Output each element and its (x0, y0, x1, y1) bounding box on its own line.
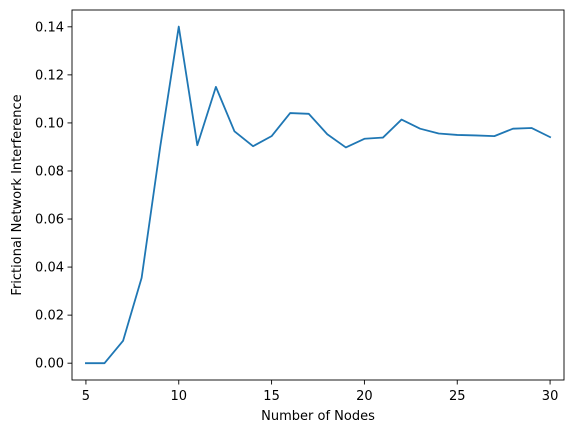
y-tick-label: 0.14 (35, 20, 64, 35)
y-tick-label: 0.12 (35, 68, 64, 83)
plot-area (86, 27, 550, 364)
axes-frame (72, 10, 564, 380)
x-tick-label: 25 (449, 389, 466, 404)
y-tick-label: 0.08 (35, 164, 64, 179)
x-tick-label: 20 (356, 389, 373, 404)
y-tick-label: 0.02 (35, 309, 64, 324)
y-tick-label: 0.10 (35, 116, 64, 131)
y-tick-label: 0.06 (35, 213, 64, 228)
x-tick-label: 30 (542, 389, 559, 404)
x-tick-label: 10 (170, 389, 187, 404)
y-tick-label: 0.04 (35, 261, 64, 276)
x-tick-label: 5 (82, 389, 90, 404)
y-axis-label: Frictional Network Interference (10, 94, 25, 295)
x-axis-label: Number of Nodes (261, 409, 375, 424)
y-tick-label: 0.00 (35, 357, 64, 372)
x-tick-label: 15 (263, 389, 280, 404)
series-line-0 (86, 27, 550, 364)
axes: 5 10 15 20 25 30 0.00 0.02 0.04 0.06 0.08 0.10 0.12 0… (35, 10, 564, 404)
